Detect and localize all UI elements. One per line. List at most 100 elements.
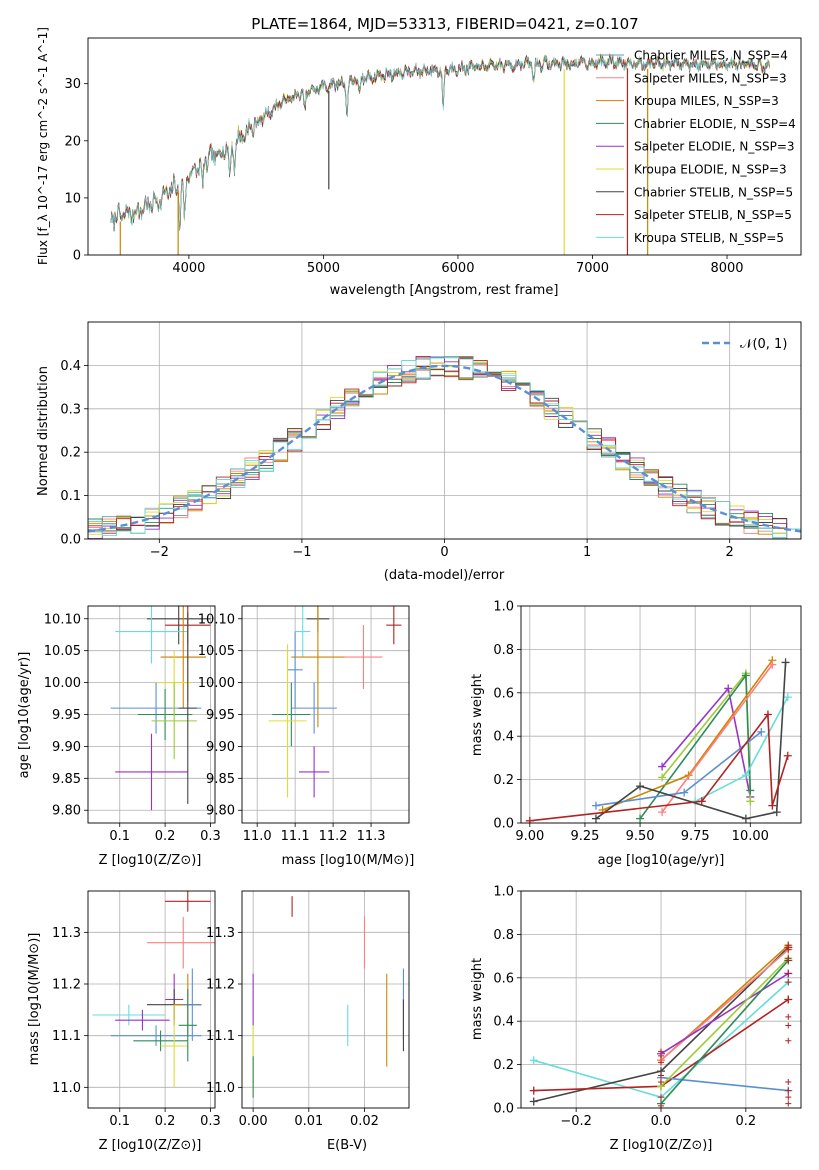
spectrum-line — [110, 53, 770, 231]
y-tick-label: 10.10 — [44, 612, 81, 627]
y-tick-label: 0.2 — [60, 446, 81, 461]
mass-z-x-label: Z [log10(Z/Z⊙)] — [99, 1138, 202, 1153]
spectrum-x-label: wavelength [Angstrom, rest frame] — [330, 283, 559, 298]
legend-label: Salpeter STELIB, N_SSP=5 — [634, 208, 792, 222]
mass-weight-marker — [658, 1094, 664, 1101]
y-tick-label: 0.6 — [493, 686, 514, 701]
x-tick-label: 2 — [726, 545, 734, 560]
mass-weight-marker — [658, 1078, 664, 1085]
mass-weight-marker — [658, 1059, 664, 1066]
mass-weight-marker — [785, 1087, 792, 1094]
mass-weight-line — [660, 1076, 789, 1092]
mass-vs-metallicity-panel: 0.1 0.2 0.3 11.0 11.1 11.2 11.3 — [52, 890, 221, 1129]
mass-ebv-x-label: E(B-V) — [327, 1138, 367, 1153]
y-tick-label: 0.0 — [493, 817, 514, 832]
mass-weight-marker — [636, 814, 645, 823]
axes-frame — [241, 890, 410, 1109]
x-tick-label: 9.75 — [681, 829, 710, 844]
y-tick-label: 30 — [64, 77, 81, 92]
age-mass-x-label: mass [log10(M/M⊙)] — [282, 853, 415, 868]
mass-weight-line — [595, 731, 762, 807]
y-tick-label: 9.90 — [206, 740, 235, 755]
y-tick-label: 11.0 — [52, 1081, 81, 1096]
mass-weight-marker — [529, 1086, 538, 1095]
y-tick-label: 9.95 — [52, 708, 81, 723]
age-z-x-label: Z [log10(Z/Z⊙)] — [99, 853, 202, 868]
axes-frame — [241, 605, 410, 824]
legend-label: Salpeter ELODIE, N_SSP=3 — [634, 140, 795, 154]
y-tick-label: 10.05 — [44, 644, 81, 659]
y-tick-label: 0.8 — [493, 643, 514, 658]
y-tick-label: 11.3 — [52, 926, 81, 941]
histogram-step — [88, 357, 801, 538]
mass-weight-line — [660, 972, 789, 1055]
age-vs-metallicity-panel: 0.1 0.2 0.3 9.80 9.85 9.90 9.95 10.00 10.05 10.10 — [44, 605, 221, 844]
figure-title: PLATE=1864, MJD=53313, FIBERID=0421, z=0… — [251, 15, 638, 33]
mass-weight-marker — [785, 1013, 792, 1020]
x-tick-label: 0.2 — [155, 1114, 176, 1129]
y-tick-label: 0.6 — [493, 971, 514, 986]
x-tick-label: 0 — [440, 545, 448, 560]
mass-weight-marker — [785, 955, 792, 962]
y-tick-label: 11.1 — [206, 1029, 235, 1044]
y-tick-label: 10.00 — [44, 676, 81, 691]
x-tick-label: 5000 — [307, 261, 340, 276]
mass-weight-marker — [768, 801, 777, 810]
x-tick-label: 0.02 — [350, 1114, 379, 1129]
x-tick-label: 9.25 — [570, 829, 599, 844]
y-tick-label: 11.3 — [206, 926, 235, 941]
y-tick-label: 1.0 — [493, 600, 514, 615]
x-tick-label: 9.50 — [626, 829, 655, 844]
mw-age-x-label: age [log10(age/yr)] — [598, 853, 725, 868]
legend-label: Chabrier MILES, N_SSP=4 — [634, 49, 788, 63]
x-tick-label: 0.1 — [109, 829, 130, 844]
mass-weight-marker — [741, 814, 750, 823]
mass-weight-marker — [781, 658, 790, 667]
x-tick-label: 11.1 — [281, 829, 310, 844]
legend-label: Chabrier ELODIE, N_SSP=4 — [634, 117, 796, 131]
mass-weight-line — [661, 664, 773, 813]
mw-z-y-label: mass weight — [470, 958, 485, 1040]
axes-frame — [520, 605, 802, 824]
mass-weight-marker — [529, 1056, 538, 1065]
legend-label: 𝒩(0, 1) — [740, 337, 787, 352]
mass-weight-marker — [591, 801, 600, 810]
hist-y-label: Normed distribution — [36, 366, 51, 496]
y-tick-label: 10.00 — [198, 676, 235, 691]
mass-weight-marker — [746, 797, 755, 806]
y-tick-label: 9.80 — [206, 804, 235, 819]
hist-x-label: (data-model)/error — [384, 568, 505, 583]
y-tick-label: 0.8 — [493, 928, 514, 943]
mass-weight-marker — [697, 797, 706, 806]
x-tick-label: −2 — [150, 545, 169, 560]
mass-weight-marker — [658, 1072, 664, 1079]
mass-weight-marker — [741, 771, 750, 780]
x-tick-label: 11.2 — [319, 829, 348, 844]
axes-frame — [520, 890, 802, 1109]
y-tick-label: 9.95 — [206, 708, 235, 723]
x-tick-label: 0.1 — [109, 1114, 130, 1129]
mass-z-y-label: mass [log10(M/M⊙)] — [27, 933, 42, 1066]
y-tick-label: 0.4 — [60, 359, 81, 374]
mass-weight-marker — [785, 1094, 792, 1101]
mass-weight-marker — [785, 942, 792, 949]
x-tick-label: 7000 — [576, 261, 609, 276]
mass-weight-line — [660, 959, 789, 1105]
axes-frame — [87, 321, 802, 540]
mass-weight-marker — [785, 1100, 792, 1107]
legend-label: Kroupa STELIB, N_SSP=5 — [634, 231, 784, 245]
spectrum-y-label: Flux [f_λ 10^-17 erg cm^-2 s^-1 A^-1] — [36, 27, 50, 265]
mass-weight-marker — [785, 1078, 792, 1085]
mass-weight-vs-age-panel: 9.00 9.25 9.50 9.75 10.00 0.0 0.2 0.4 0.6 0.8 1.0 — [493, 600, 802, 844]
y-tick-label: 11.1 — [52, 1029, 81, 1044]
y-tick-label: 11.2 — [206, 978, 235, 993]
mass-weight-marker — [680, 788, 689, 797]
mass-weight-marker — [785, 1037, 792, 1044]
mass-weight-marker — [658, 808, 667, 817]
spectrum-panel: 4000 5000 6000 7000 8000 0 10 20 30 Chabrier MILE… — [64, 37, 802, 276]
y-tick-label: 0.1 — [60, 489, 81, 504]
x-tick-label: 8000 — [710, 261, 743, 276]
y-tick-label: 9.80 — [52, 804, 81, 819]
mass-weight-marker — [785, 996, 792, 1003]
legend-label: Kroupa ELODIE, N_SSP=3 — [634, 163, 787, 177]
